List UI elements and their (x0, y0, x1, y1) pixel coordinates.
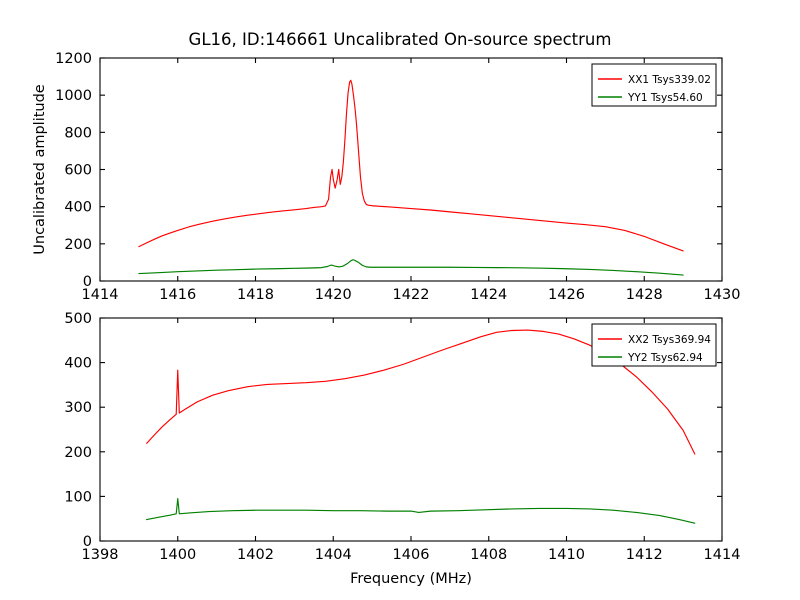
legend-label: YY1 Tsys54.60 (627, 92, 703, 104)
figure-title: GL16, ID:146661 Uncalibrated On-source s… (189, 30, 612, 49)
y-tick-label: 0 (83, 534, 92, 550)
y-tick-label: 500 (64, 311, 92, 327)
x-tick-label: 1422 (393, 287, 430, 303)
series-line-yy2 (146, 498, 696, 524)
x-tick-label: 1402 (237, 547, 274, 563)
x-tick-label: 1428 (626, 287, 663, 303)
legend-box (591, 63, 717, 107)
series-line-yy1 (138, 259, 684, 276)
bottom-panel: 1398 1400 1402 1404 1406 1408 1410 1412 1414 0 100… (64, 311, 740, 587)
legend-box (591, 323, 717, 367)
y-tick-label: 300 (64, 400, 92, 416)
y-tick-label: 200 (64, 237, 92, 253)
x-tick-label: 1418 (237, 287, 274, 303)
x-tick-label: 1406 (393, 547, 430, 563)
legend-label: XX1 Tsys339.02 (628, 74, 711, 86)
x-tick-label: 1414 (704, 547, 741, 563)
x-tick-label: 1414 (82, 287, 119, 303)
x-tick-label: 1404 (315, 547, 352, 563)
data-group (138, 79, 684, 276)
y-tick-label: 1200 (55, 51, 92, 67)
y-tick-label: 600 (64, 163, 92, 179)
y-tick-label: 1000 (55, 88, 92, 104)
x-tick-label: 1398 (82, 547, 119, 563)
y-tick-label: 100 (64, 489, 92, 505)
x-tick-label: 1408 (470, 547, 507, 563)
legend-bottom: XX2 Tsys369.94 YY2 Tsys62.94 (591, 323, 717, 367)
x-tick-label: 1420 (315, 287, 352, 303)
x-tick-label: 1412 (626, 547, 663, 563)
x-tick-label: 1426 (548, 287, 585, 303)
y-tick-label: 200 (64, 445, 92, 461)
y-tick-label: 400 (64, 200, 92, 216)
y-tick-label: 0 (83, 274, 92, 290)
y-tick-label: 800 (64, 125, 92, 141)
x-tick-label: 1410 (548, 547, 585, 563)
legend-label: YY2 Tsys62.94 (627, 352, 703, 364)
x-tick-label: 1416 (159, 287, 196, 303)
series-line-xx1 (138, 79, 684, 252)
top-panel: 1414 1416 1418 1420 1422 1424 1426 1428 1430 0 200… (32, 51, 740, 303)
x-tick-label: 1424 (470, 287, 507, 303)
x-axis-label: Frequency (MHz) (350, 571, 472, 587)
y-axis-label: Uncalibrated amplitude (32, 84, 48, 255)
x-tick-label: 1400 (159, 547, 196, 563)
legend-top: XX1 Tsys339.02 YY1 Tsys54.60 (591, 63, 717, 107)
y-tick-label: 400 (64, 356, 92, 372)
legend-label: XX2 Tsys369.94 (628, 334, 711, 346)
x-tick-label: 1430 (704, 287, 741, 303)
